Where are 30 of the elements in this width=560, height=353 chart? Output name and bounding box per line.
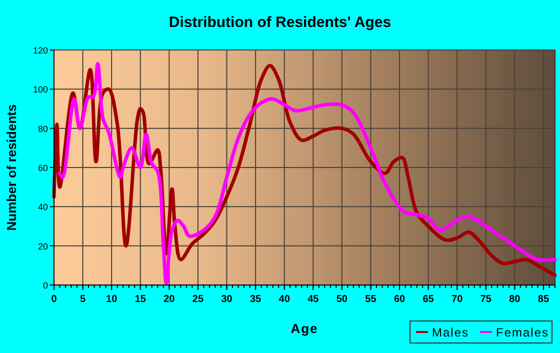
x-tick-label: 70 bbox=[452, 294, 464, 305]
x-tick-label: 75 bbox=[480, 294, 492, 305]
x-tick-label: 30 bbox=[221, 294, 233, 305]
legend-label: Females bbox=[496, 326, 550, 340]
y-tick-label: 40 bbox=[38, 202, 48, 212]
x-tick-label: 50 bbox=[336, 294, 348, 305]
x-tick-label: 10 bbox=[106, 294, 118, 305]
y-axis-title: Number of residents bbox=[4, 104, 19, 231]
y-tick-label: 60 bbox=[38, 163, 48, 173]
legend-label: Males bbox=[432, 326, 470, 340]
x-axis-title: Age bbox=[290, 321, 318, 336]
x-tick-label: 60 bbox=[394, 294, 406, 305]
x-tick-label: 65 bbox=[422, 294, 434, 305]
y-tick-label: 120 bbox=[32, 46, 48, 56]
y-tick-label: 80 bbox=[38, 124, 48, 134]
x-tick-label: 40 bbox=[278, 294, 290, 305]
x-tick-label: 25 bbox=[192, 294, 204, 305]
x-tick-label: 20 bbox=[164, 294, 176, 305]
y-tick-label: 0 bbox=[42, 280, 48, 290]
x-tick-label: 35 bbox=[250, 294, 262, 305]
x-tick-label: 55 bbox=[365, 294, 377, 305]
y-tick-label: 100 bbox=[32, 84, 48, 95]
x-tick-label: 0 bbox=[51, 294, 58, 305]
x-tick-label: 80 bbox=[509, 294, 521, 305]
chart-title: Distribution of Residents' Ages bbox=[168, 14, 392, 31]
x-tick-label: 15 bbox=[134, 294, 146, 305]
x-tick-label: 5 bbox=[80, 294, 86, 305]
x-tick-label: 85 bbox=[538, 294, 550, 305]
y-tick-label: 20 bbox=[38, 241, 48, 252]
x-tick-label: 45 bbox=[308, 294, 320, 305]
